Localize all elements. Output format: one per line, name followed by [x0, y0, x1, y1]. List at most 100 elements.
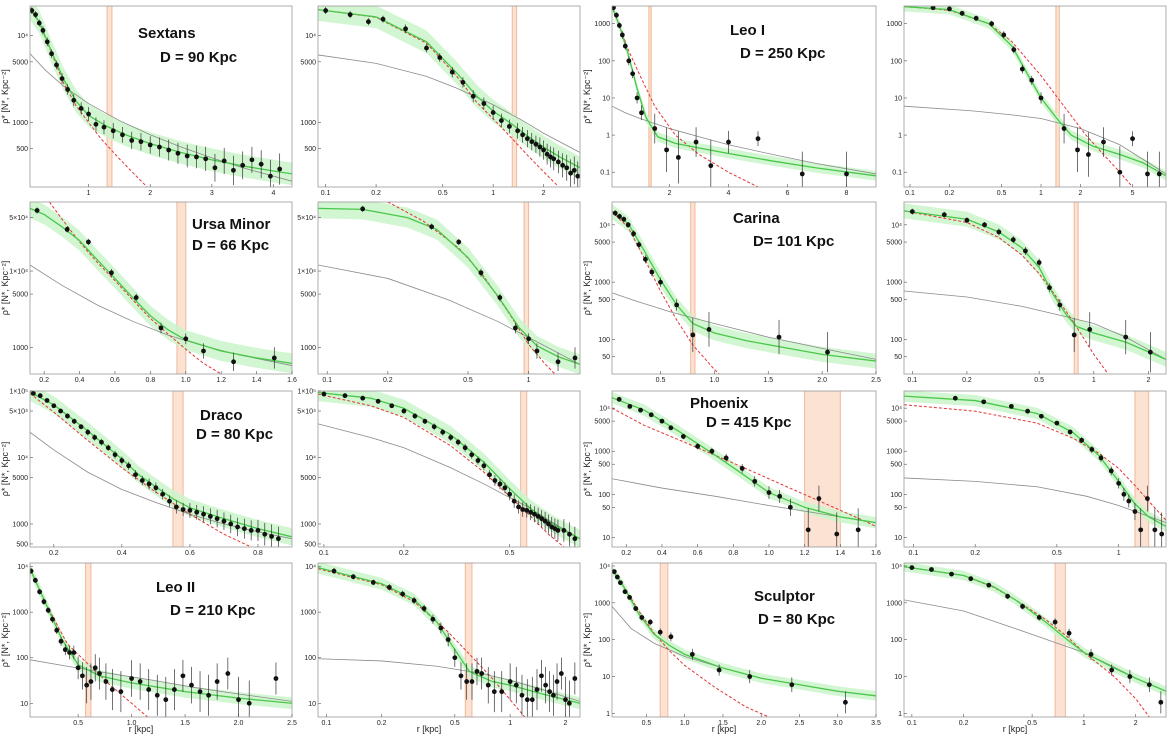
- data-point: [271, 347, 277, 369]
- data-point: [153, 482, 159, 494]
- y-tick-label: 50: [894, 354, 902, 361]
- data-point: [612, 6, 616, 11]
- data-point: [97, 657, 102, 690]
- y-tick-label: 500: [304, 541, 316, 548]
- data-point: [497, 293, 503, 302]
- data-point: [1087, 312, 1093, 347]
- data-point: [147, 136, 153, 154]
- y-tick-label: 1000: [300, 345, 316, 352]
- plummer-fit-line: [318, 568, 526, 717]
- data-point: [109, 669, 115, 711]
- data-point: [44, 37, 50, 47]
- data-point: [537, 137, 543, 157]
- panel-14: 0.1 0.2 0.5 1 2 10 100 1000 10⁴ r [kpc]: [300, 562, 581, 734]
- data-point: [183, 333, 189, 345]
- data-point: [1038, 92, 1044, 104]
- data-point: [1088, 648, 1094, 660]
- data-point: [166, 139, 172, 161]
- x-tick-label: 1.5: [718, 720, 728, 727]
- data-point: [1019, 64, 1025, 74]
- data-point: [455, 438, 461, 446]
- fit-uncertainty-band: [904, 203, 1166, 367]
- x-tick-label: 0.1: [905, 190, 915, 197]
- data-point: [67, 645, 72, 660]
- x-tick-label: 2.5: [795, 720, 805, 727]
- x-tick-label: 1: [527, 377, 531, 384]
- data-point: [445, 632, 451, 647]
- data-point: [1123, 319, 1129, 355]
- data-point: [844, 151, 849, 187]
- x-tick-label: 2: [1078, 190, 1082, 197]
- data-point: [506, 119, 512, 134]
- data-point: [949, 571, 954, 577]
- y-tick-label: 10⁴: [17, 455, 28, 462]
- data-point: [86, 107, 91, 121]
- data-point: [675, 131, 681, 184]
- data-point: [674, 299, 680, 311]
- radius-band: [690, 202, 695, 374]
- data-point: [555, 150, 561, 174]
- data-point: [380, 15, 386, 23]
- data-point: [1147, 332, 1153, 373]
- fit-uncertainty-band: [318, 563, 580, 710]
- data-point: [478, 268, 484, 277]
- data-point: [118, 671, 124, 713]
- data-point: [58, 408, 64, 414]
- plummer-fit-line: [612, 407, 876, 527]
- data-point: [511, 494, 517, 508]
- plummer-fit-line: [49, 202, 222, 374]
- data-point: [619, 31, 625, 39]
- data-point: [469, 663, 475, 700]
- data-point: [555, 352, 561, 371]
- data-point: [389, 403, 395, 409]
- radius-band: [1134, 391, 1149, 547]
- background-profile-line: [904, 477, 1166, 524]
- data-point: [633, 605, 639, 612]
- plot-area: [30, 391, 292, 547]
- y-tick-label: 1000: [12, 521, 28, 528]
- data-point: [543, 666, 549, 704]
- y-tick-label: 5000: [886, 240, 902, 247]
- data-point: [647, 619, 653, 626]
- data-point: [799, 151, 805, 187]
- galaxy-distance: D = 80 Kpc: [196, 426, 273, 443]
- panel-frame: [29, 390, 293, 548]
- y-tick-label: 1×10⁵: [297, 389, 316, 396]
- galaxy-name: Phoenix: [690, 395, 749, 412]
- data-point: [65, 413, 70, 419]
- panel-frame: [29, 201, 293, 375]
- x-tick-label: 1.2: [800, 550, 810, 557]
- x-tick-label: 0.5: [450, 720, 460, 727]
- radius-band: [465, 563, 472, 717]
- data-point: [558, 657, 564, 690]
- data-point: [1020, 603, 1025, 610]
- x-tick-label: 2.0: [817, 377, 827, 384]
- best-fit-line: [904, 566, 1166, 692]
- data-point: [206, 674, 211, 716]
- data-point: [85, 428, 91, 436]
- data-point: [400, 590, 406, 598]
- y-tick-label: 10: [894, 674, 902, 681]
- y-tick-label: 1: [606, 133, 610, 140]
- data-point: [1126, 494, 1132, 508]
- x-tick-label: 2: [668, 190, 672, 197]
- panel-1: 1 2 3 4 500 1000 5000 10⁴ ρ* [N*, Kpc⁻²] Sextans D…: [0, 5, 293, 197]
- x-tick-label: 0.8: [728, 550, 738, 557]
- data-point: [1098, 454, 1104, 462]
- y-tick-label: 10: [894, 535, 902, 542]
- y-tick-label: 1000: [594, 600, 610, 607]
- data-point: [1116, 478, 1122, 489]
- y-tick-label: 10⁴: [305, 564, 316, 571]
- data-point: [490, 105, 496, 120]
- best-fit-line: [30, 8, 292, 175]
- data-point: [533, 135, 539, 153]
- y-tick-label: 500: [304, 146, 316, 153]
- galaxy-distance: D = 250 Kpc: [740, 45, 825, 62]
- y-tick-label: 1000: [300, 120, 316, 127]
- data-point: [842, 691, 848, 714]
- y-tick-label: 5×10⁴: [9, 215, 28, 222]
- data-point: [539, 659, 544, 692]
- data-point: [474, 657, 480, 686]
- y-tick-label: 1×10⁴: [297, 269, 316, 276]
